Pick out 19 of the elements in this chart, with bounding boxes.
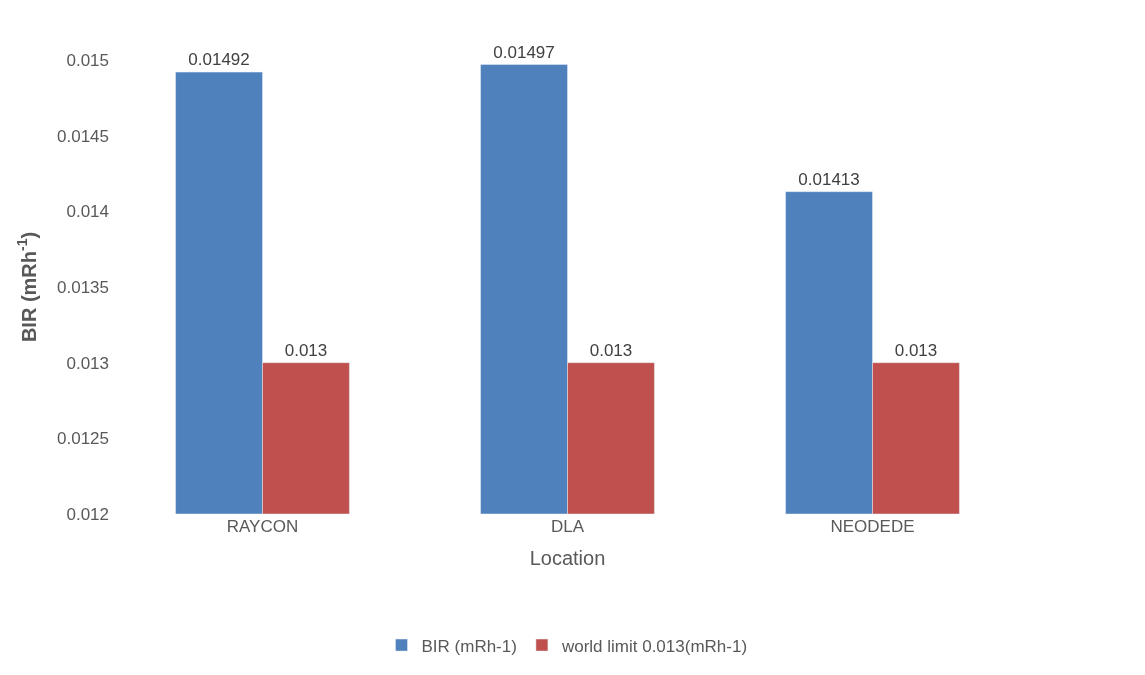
- x-tick-label: DLA: [550, 517, 585, 536]
- y-tick-label: 0.0145: [57, 126, 109, 146]
- y-tick-label: 0.015: [66, 50, 109, 70]
- data-label: 0.013: [894, 340, 938, 360]
- y-tick-label: 0.014: [66, 202, 109, 222]
- y-tick-label: 0.0125: [57, 429, 109, 449]
- y-tick-label: 0.0135: [57, 277, 109, 297]
- y-tick-label: 0.012: [66, 504, 109, 524]
- data-label: 0.013: [284, 340, 328, 360]
- x-tick-label: NEODEDE: [830, 517, 915, 536]
- y-tick-label: 0.013: [66, 353, 109, 373]
- data-label: 0.013: [589, 340, 633, 360]
- data-label: 0.01413: [798, 169, 860, 189]
- legend-label: world limit 0.013(mRh-1): [560, 636, 748, 656]
- x-axis-title: Location: [529, 546, 606, 569]
- data-label: 0.01497: [493, 42, 555, 62]
- legend-label: BIR (mRh-1): [421, 636, 517, 656]
- x-tick-label: RAYCON: [226, 517, 299, 536]
- data-label: 0.01492: [188, 50, 250, 70]
